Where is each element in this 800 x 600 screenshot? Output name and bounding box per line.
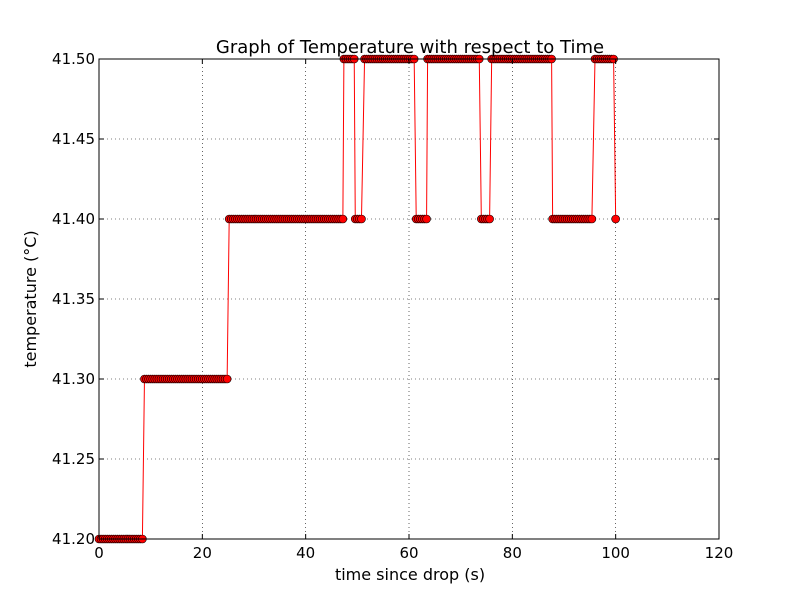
y-tick-label: 41.50 [52,50,95,68]
y-tick-label: 41.35 [52,290,95,308]
x-tick-label: 60 [399,544,418,562]
y-tick-label: 41.45 [52,130,95,148]
data-point [485,214,494,224]
data-point [357,214,366,224]
x-tick-label: 80 [503,544,522,562]
chart-title: Graph of Temperature with respect to Tim… [216,37,604,58]
y-tick-label: 41.20 [52,530,95,548]
y-tick-label: 41.40 [52,210,95,228]
data-point [422,214,431,224]
data-point [338,214,348,224]
x-tick-label: 40 [296,544,315,562]
y-axis-label: temperature (°C) [21,230,40,367]
axis-ticks: 0 20 40 60 80 100 120 41.20 41.25 41.30 41.35 41.40… [52,50,733,562]
x-tick-label: 0 [94,544,104,562]
x-tick-label: 100 [601,544,630,562]
y-tick-label: 41.30 [52,370,95,388]
y-tick-label: 41.25 [52,450,95,468]
x-axis-label: time since drop (s) [335,565,485,584]
data-point [611,214,620,224]
x-tick-label: 20 [193,544,212,562]
x-tick-label: 120 [705,544,734,562]
data-point [222,374,232,384]
data-point [587,214,597,224]
